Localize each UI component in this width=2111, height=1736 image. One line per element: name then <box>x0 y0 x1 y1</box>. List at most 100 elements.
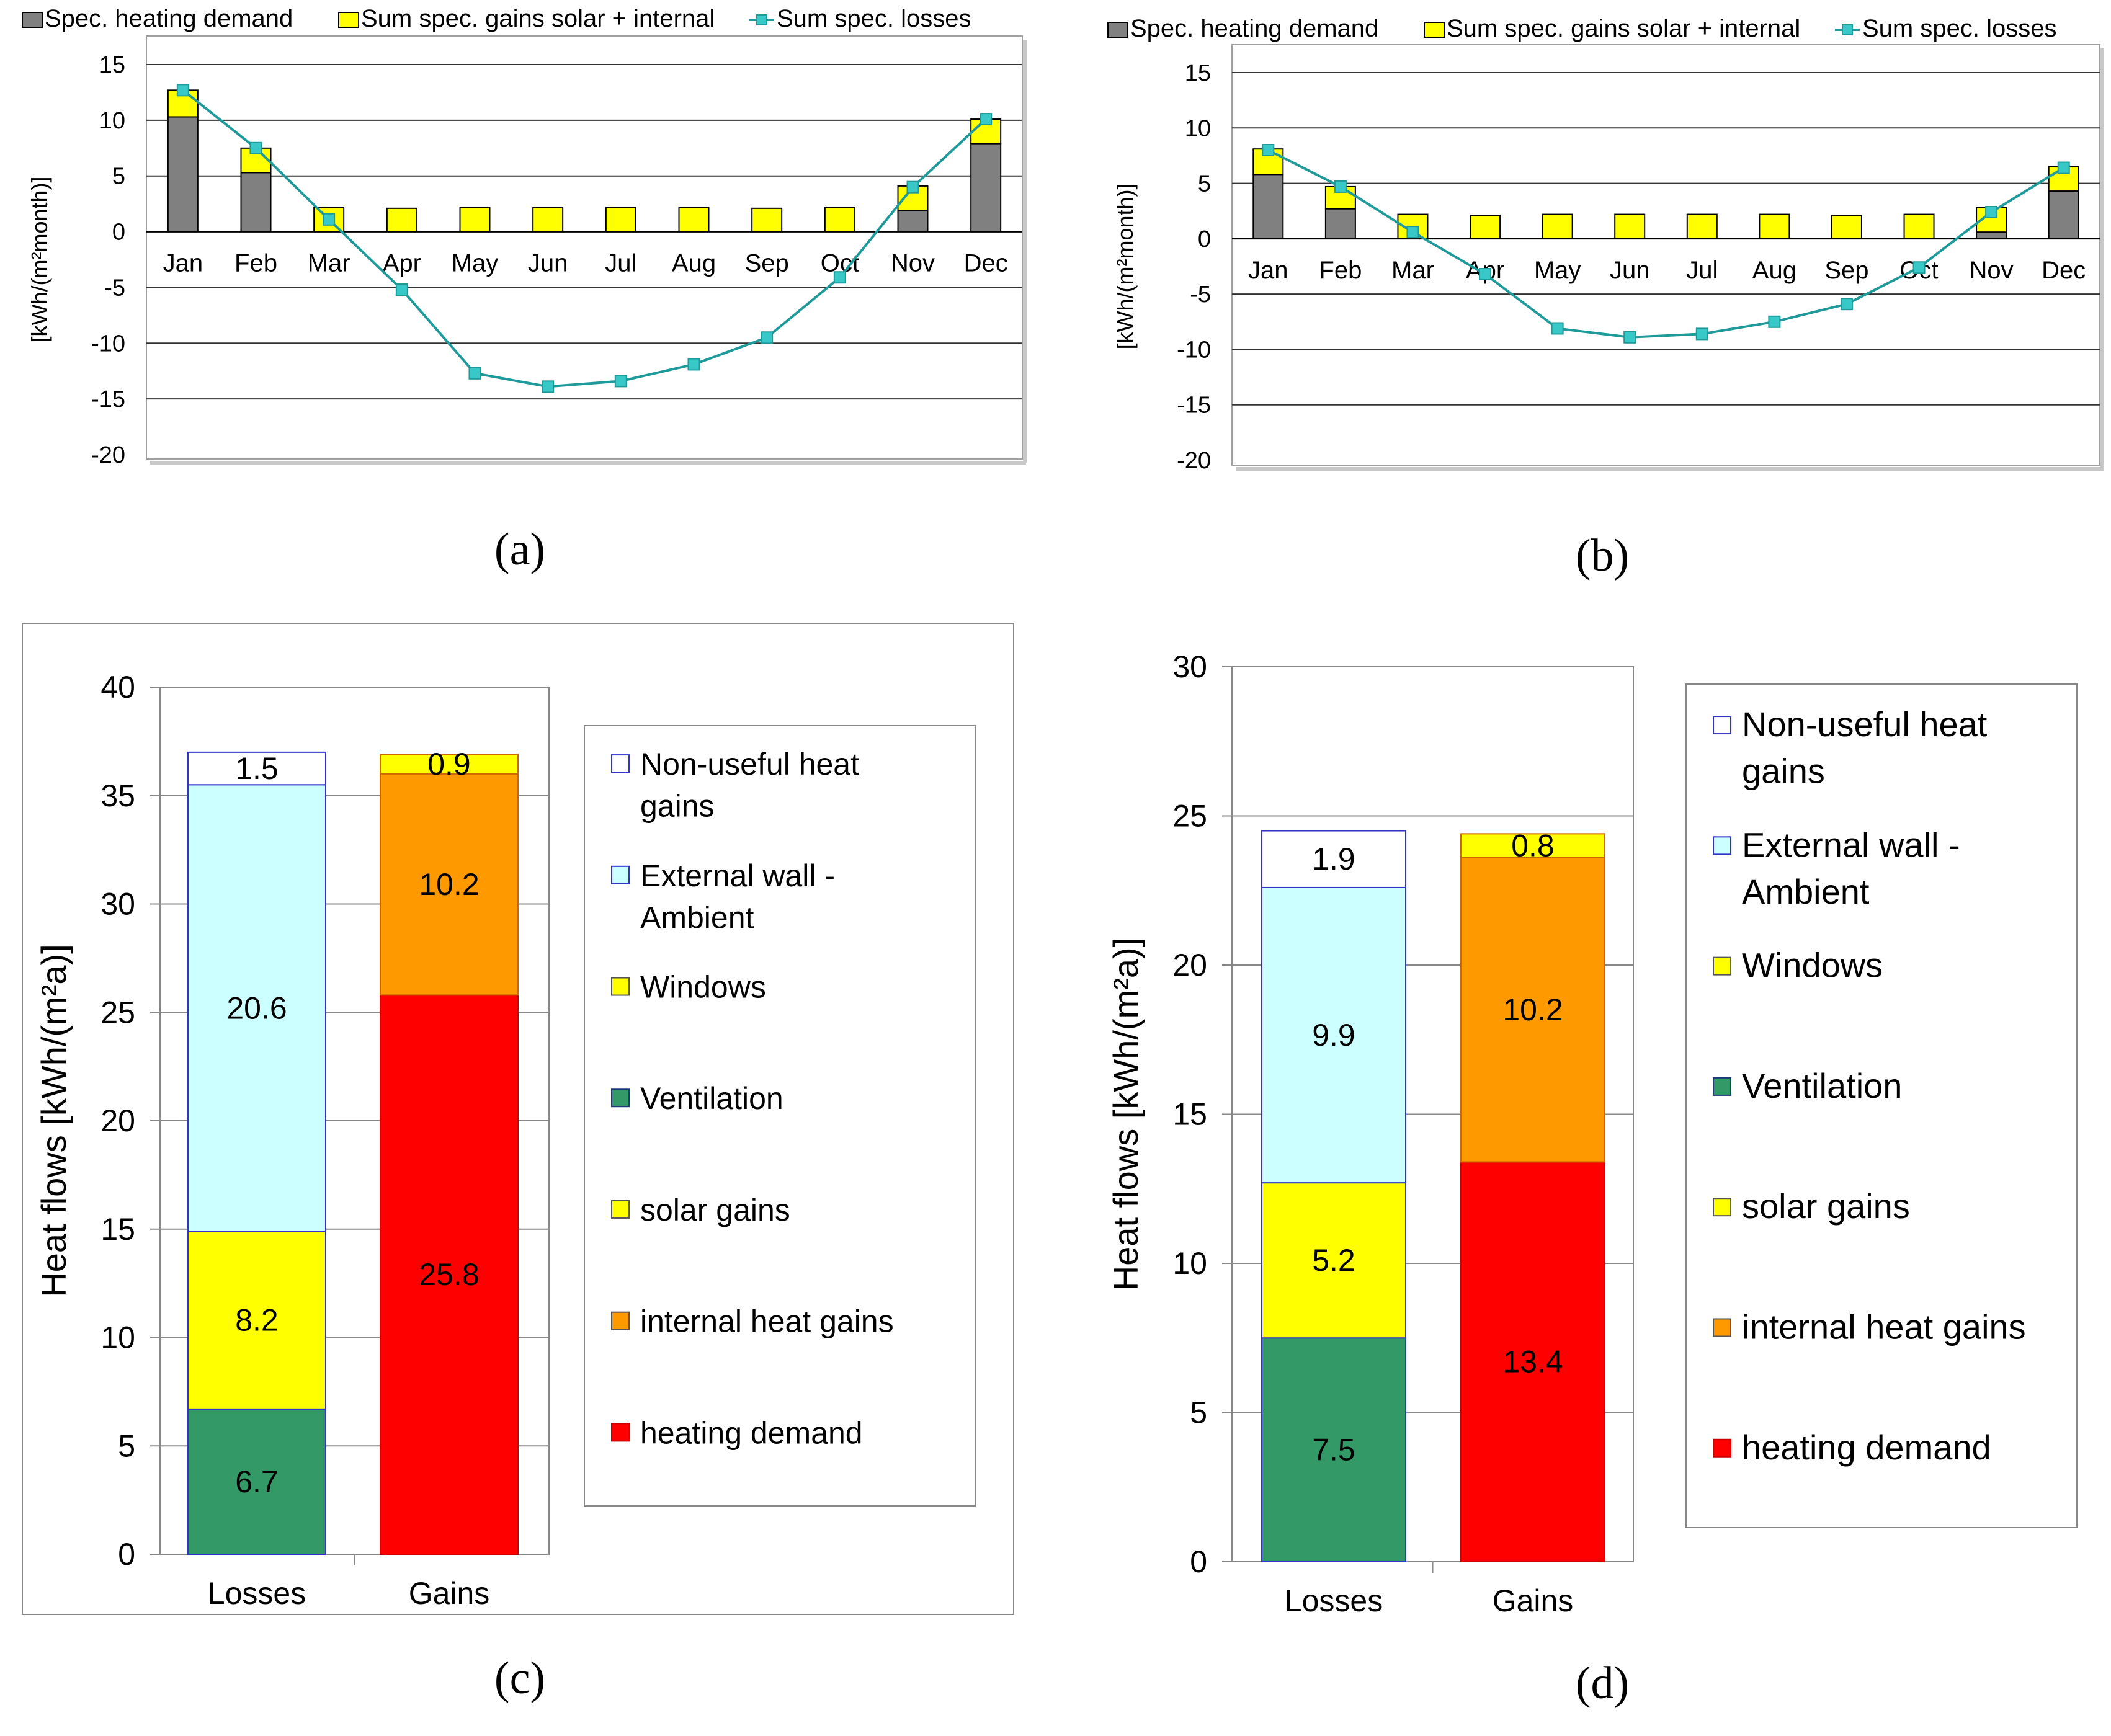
segment-internal-heat-gains <box>380 773 519 996</box>
x-tick-label: Feb <box>1319 257 1362 284</box>
segment-heating-demand <box>380 994 519 1556</box>
y-tick-label: 10 <box>1172 1246 1207 1281</box>
legend-label-internal-heat-gains: internal heat gains <box>1742 1307 2026 1346</box>
figure-label-a: (a) <box>494 524 545 575</box>
bar-gains <box>459 207 491 233</box>
legend-swatch-solar-gains <box>611 1200 630 1219</box>
y-tick-label: -10 <box>91 331 125 357</box>
bar-heating-demand <box>1252 174 1284 239</box>
y-tick-label: 5 <box>1190 1395 1207 1430</box>
y-tick-label: 25 <box>100 995 135 1030</box>
point-losses <box>1695 327 1708 341</box>
legend-label-solar-gains: solar gains <box>640 1193 790 1227</box>
x-tick-label: Losses <box>208 1576 306 1611</box>
bar-gains <box>605 207 636 233</box>
legend-swatch-non-useful-heat-gains <box>1713 716 1731 735</box>
y-tick-label: 30 <box>100 887 135 922</box>
legend-label-external-wall-ambient: External wall - Ambient <box>1742 825 1960 911</box>
point-losses <box>687 358 700 371</box>
point-losses <box>833 271 846 284</box>
segment-label-non-useful-heat-gains: 1.5 <box>235 751 279 786</box>
point-losses <box>1262 144 1275 156</box>
legend-swatch-ventilation <box>611 1088 630 1108</box>
segment-label-heating-demand: 25.8 <box>419 1257 479 1292</box>
legend-label-non-useful-heat-gains: Non-useful heat gains <box>640 747 859 824</box>
y-tick-label: -5 <box>1190 282 1211 308</box>
x-tick-label: Jun <box>1610 257 1650 284</box>
legend-label-line: External wall - <box>1742 825 1960 864</box>
legend-swatch-external-wall-ambient <box>1713 836 1731 855</box>
legend-box <box>1685 683 2078 1528</box>
segment-label-internal-heat-gains: 10.2 <box>1502 992 1563 1027</box>
segment-label-internal-heat-gains: 10.2 <box>419 867 479 902</box>
legend-label-line: Ambient <box>1742 872 1870 911</box>
y-tick-label: 30 <box>1172 649 1207 684</box>
legend-swatch-internal-heat-gains <box>1713 1318 1731 1337</box>
legend-label-losses: Sum spec. losses <box>1862 15 2056 42</box>
x-tick-label: Nov <box>1970 257 2014 284</box>
legend-swatch-windows <box>1713 956 1731 976</box>
segment-label-ventilation: 6.7 <box>235 1464 279 1499</box>
segment-solar-gains <box>380 754 519 775</box>
x-tick-label: Nov <box>891 250 935 277</box>
x-tick-label: Jul <box>1686 257 1718 284</box>
bar-gains <box>751 207 783 233</box>
segment-non-useful-heat-gains <box>1261 830 1406 888</box>
bar-gains <box>1831 215 1862 239</box>
point-losses <box>1623 331 1636 344</box>
legend-label-non-useful-heat-gains: Non-useful heat gains <box>1742 705 1988 791</box>
legend-label-gains: Sum spec. gains solar + internal <box>1447 15 1800 42</box>
y-axis-label: Heat flows [kWh/(m²a)] <box>1106 938 1145 1291</box>
point-losses <box>1406 226 1419 239</box>
legend-marker-losses <box>1842 24 1853 35</box>
chart-a: 15 10 5 0 -5 -10 -15 -20 [kWh/(m²month)] Jan Feb Ma… <box>22 5 1027 468</box>
point-losses <box>1551 322 1564 335</box>
y-tick-label: 0 <box>1198 226 1211 252</box>
bar-heating-demand <box>1324 208 1356 239</box>
point-losses <box>542 380 555 393</box>
point-losses <box>1768 315 1781 328</box>
legend-label-line: Ambient <box>640 900 754 935</box>
x-tick-label: Jan <box>1248 257 1288 284</box>
y-tick-label: 5 <box>118 1428 135 1463</box>
y-axis-label: [kWh/(m²month)] <box>1112 183 1138 349</box>
point-losses <box>1985 206 1998 218</box>
x-tick-label: Aug <box>1752 257 1796 284</box>
y-axis-label: [kWh/(m²month)] <box>27 176 52 342</box>
plot-area <box>146 35 1023 460</box>
segment-external-wall-ambient <box>1261 886 1406 1184</box>
point-losses <box>468 367 481 380</box>
y-axis-label: Heat flows [kWh/(m²a)] <box>34 944 73 1297</box>
segment-label-heating-demand: 13.4 <box>1502 1345 1563 1379</box>
y-tick-label: 15 <box>1172 1097 1207 1132</box>
bar-gains <box>1542 213 1573 239</box>
legend-marker-losses <box>756 14 767 25</box>
legend-swatch-ventilation <box>1713 1077 1731 1096</box>
line-losses <box>1267 149 2064 339</box>
segment-label-ventilation: 7.5 <box>1312 1433 1355 1467</box>
bar-gains <box>1903 213 1935 239</box>
y-tick-label: 0 <box>112 220 125 246</box>
legend-label-windows: Windows <box>640 970 766 1005</box>
x-tick-label: Losses <box>1285 1583 1383 1618</box>
y-tick-label: 20 <box>100 1103 135 1138</box>
chart-b: 15 10 5 0 -5 -10 -15 -20 [kWh/(m²month)] Jan Feb Ma… <box>1107 15 2104 474</box>
legend-swatch-solar-gains <box>1713 1198 1731 1217</box>
figure-label-d: (d) <box>1576 1658 1629 1709</box>
bar-gains <box>1686 213 1718 239</box>
x-tick-label: Apr <box>383 250 421 277</box>
point-losses <box>1840 298 1853 311</box>
y-tick-label: -15 <box>91 386 125 412</box>
point-losses <box>761 331 774 344</box>
legend-label-gains: Sum spec. gains solar + internal <box>361 5 715 32</box>
point-losses <box>1479 268 1492 280</box>
y-tick-label: 10 <box>99 108 125 134</box>
bar-heating-demand <box>897 210 929 233</box>
point-losses <box>906 180 919 194</box>
y-tick-label: 5 <box>1198 171 1211 197</box>
bar-gains <box>1614 213 1646 239</box>
legend-label-windows: Windows <box>1742 946 1883 985</box>
y-tick-label: 10 <box>1185 115 1211 141</box>
x-tick-label: Feb <box>234 250 277 277</box>
